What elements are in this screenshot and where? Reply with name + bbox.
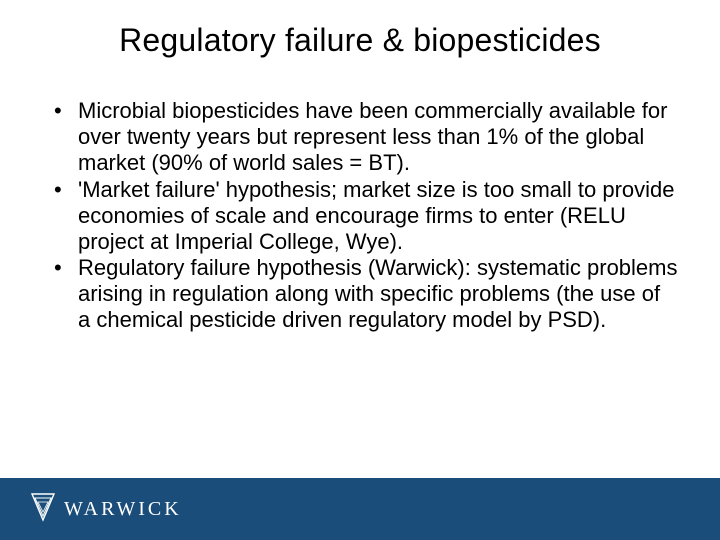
triangle-icon: [30, 492, 56, 527]
slide-body: Microbial biopesticides have been commer…: [48, 98, 678, 334]
logo-text: WARWICK: [64, 498, 182, 521]
bullet-list: Microbial biopesticides have been commer…: [48, 98, 678, 334]
footer-bar: WARWICK: [0, 478, 720, 540]
bullet-item: 'Market failure' hypothesis; market size…: [48, 177, 678, 256]
bullet-item: Regulatory failure hypothesis (Warwick):…: [48, 255, 678, 334]
bullet-item: Microbial biopesticides have been commer…: [48, 98, 678, 177]
warwick-logo: WARWICK: [30, 492, 182, 527]
slide-title: Regulatory failure & biopesticides: [0, 22, 720, 59]
slide-container: Regulatory failure & biopesticides Micro…: [0, 0, 720, 540]
